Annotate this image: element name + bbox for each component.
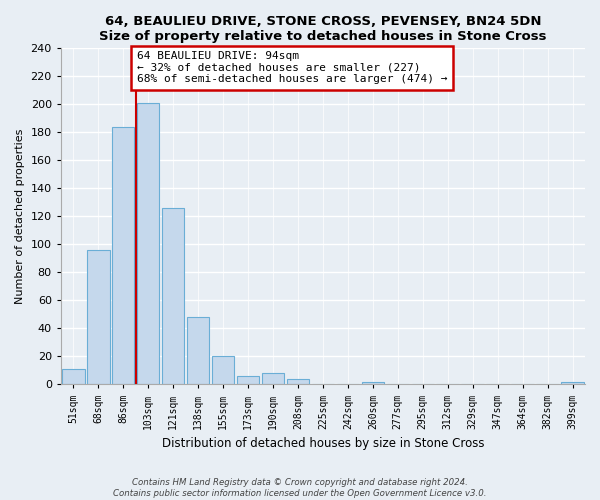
Title: 64, BEAULIEU DRIVE, STONE CROSS, PEVENSEY, BN24 5DN
Size of property relative to: 64, BEAULIEU DRIVE, STONE CROSS, PEVENSE… — [99, 15, 547, 43]
Bar — [237, 376, 259, 384]
Text: 64 BEAULIEU DRIVE: 94sqm
← 32% of detached houses are smaller (227)
68% of semi-: 64 BEAULIEU DRIVE: 94sqm ← 32% of detach… — [137, 51, 448, 84]
Text: Contains HM Land Registry data © Crown copyright and database right 2024.
Contai: Contains HM Land Registry data © Crown c… — [113, 478, 487, 498]
Bar — [162, 208, 184, 384]
Bar — [262, 373, 284, 384]
Bar — [561, 382, 584, 384]
Bar — [62, 369, 85, 384]
X-axis label: Distribution of detached houses by size in Stone Cross: Distribution of detached houses by size … — [161, 437, 484, 450]
Bar — [87, 250, 110, 384]
Bar — [362, 382, 384, 384]
Bar — [137, 103, 160, 384]
Bar — [187, 317, 209, 384]
Bar — [287, 379, 309, 384]
Y-axis label: Number of detached properties: Number of detached properties — [15, 128, 25, 304]
Bar — [212, 356, 235, 384]
Bar — [112, 126, 134, 384]
